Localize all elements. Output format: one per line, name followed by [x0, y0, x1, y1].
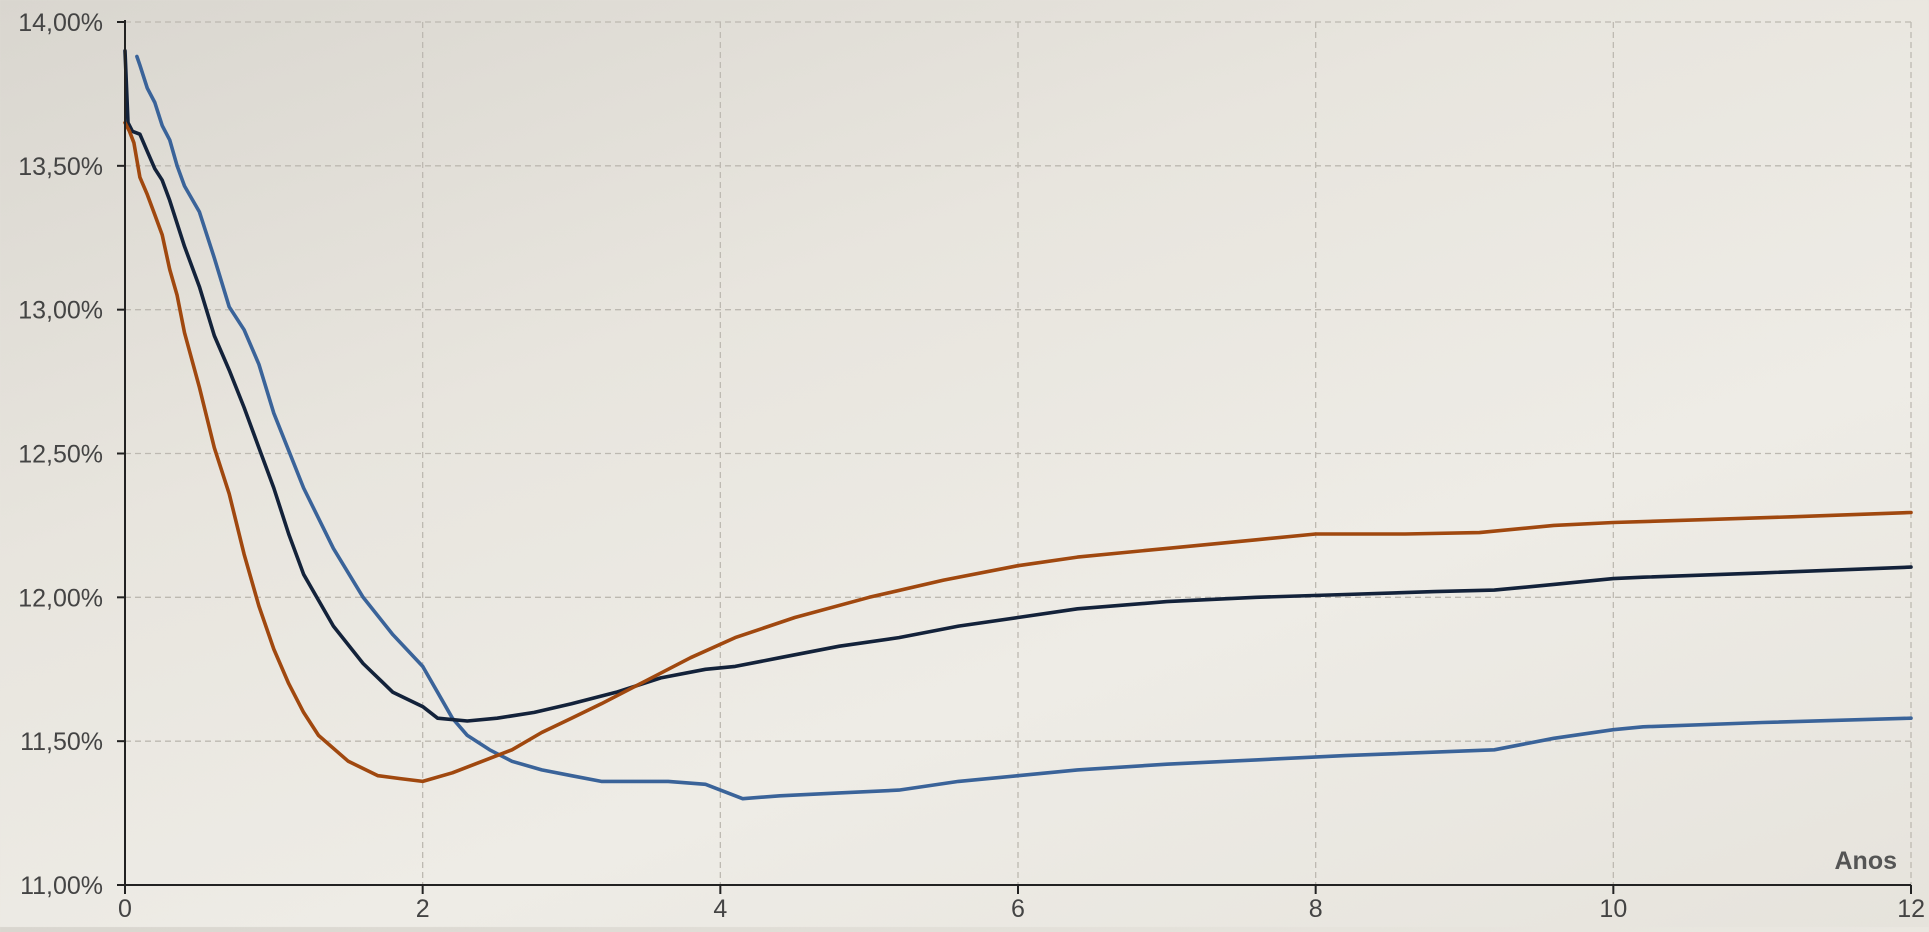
- series-lines: [123, 49, 1913, 801]
- series-line-2: [123, 49, 1913, 723]
- y-tick-label: 12,00%: [18, 584, 103, 612]
- y-tick-label: 11,50%: [20, 728, 103, 756]
- series-line-1: [135, 54, 1913, 801]
- x-tick-label: 0: [118, 895, 132, 923]
- y-tick-label: 13,00%: [18, 297, 103, 325]
- grid-lines: [125, 21, 1912, 885]
- x-tick-label: 10: [1599, 895, 1627, 923]
- x-axis-title: Anos: [1835, 847, 1898, 875]
- series-line-3: [123, 120, 1913, 784]
- x-tick-label: 2: [416, 895, 430, 923]
- tick-labels: 11,00% 11,50% 12,00% 12,50% 13,00% 13,50% 14,0…: [18, 9, 1925, 923]
- x-tick-label: 6: [1011, 895, 1025, 923]
- y-tick-label: 11,00%: [20, 872, 103, 900]
- y-tick-label: 12,50%: [18, 441, 103, 469]
- x-tick-label: 12: [1897, 895, 1925, 923]
- y-tick-label: 14,00%: [18, 9, 103, 37]
- x-tick-label: 8: [1309, 895, 1323, 923]
- x-tick-label: 4: [713, 895, 727, 923]
- y-tick-label: 13,50%: [18, 153, 103, 181]
- tick-marks: [117, 21, 1912, 894]
